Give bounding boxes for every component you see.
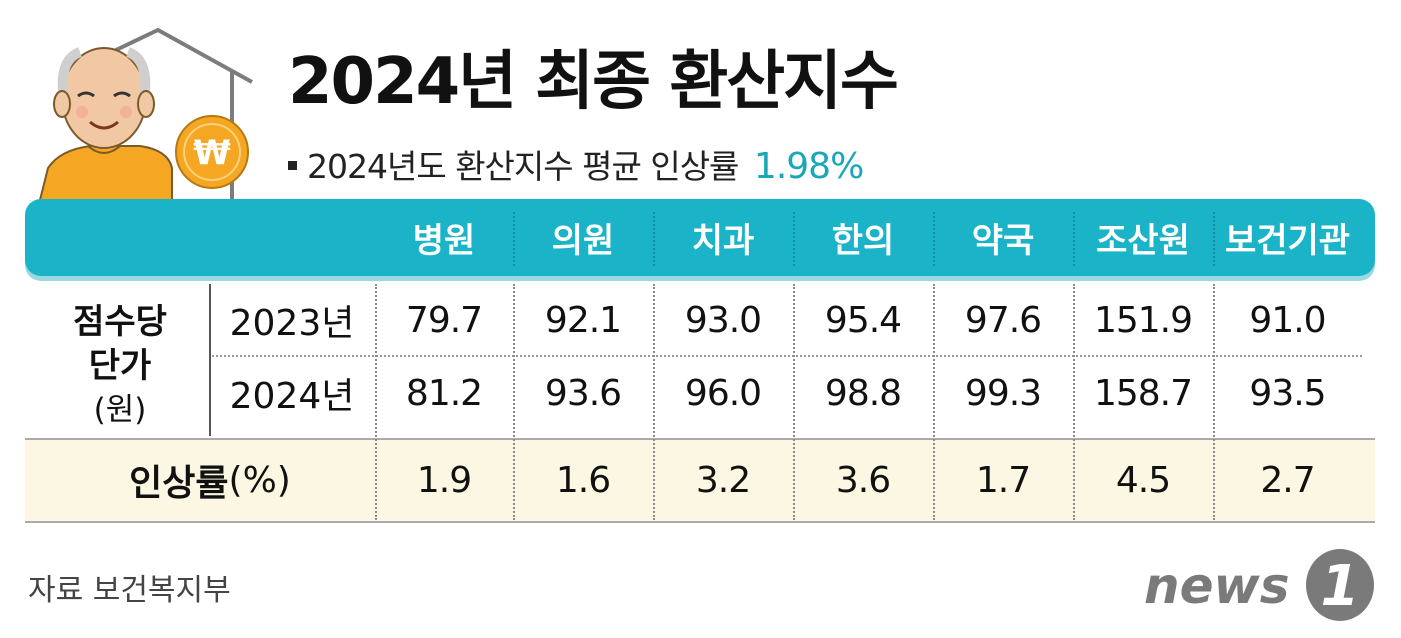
table-cell: 98.8 — [824, 372, 902, 414]
group-label-line2: 단가 — [88, 346, 152, 386]
table-cell: 91.0 — [1249, 299, 1326, 341]
logo-mark: 1 — [1306, 549, 1374, 621]
grandfather-icon — [38, 47, 173, 201]
svg-text:1: 1 — [1321, 554, 1360, 619]
column-divider — [1213, 284, 1215, 520]
table-cell: 96.0 — [684, 372, 762, 414]
table-cell: 93.6 — [544, 372, 622, 414]
column-divider — [653, 284, 655, 520]
row-divider — [25, 521, 1375, 523]
rate-row-label: 인상률 (%) — [40, 438, 380, 522]
table-cell: 97.6 — [964, 299, 1042, 341]
column-divider — [793, 212, 795, 266]
column-divider — [375, 284, 377, 520]
row-divider — [212, 355, 1362, 357]
page-title: 2024년 최종 환산지수 — [288, 45, 899, 119]
subtitle: 2024년도 환산지수 평균 인상률 1.98% — [288, 140, 864, 188]
logo-text: news — [1144, 557, 1289, 615]
table-cell: 158.7 — [1093, 372, 1193, 414]
rate-label-text: 인상률 — [129, 463, 229, 504]
row-label-divider — [209, 284, 211, 436]
column-header: 조산원 — [1096, 221, 1190, 261]
table-cell: 95.4 — [824, 299, 902, 341]
table-cell: 79.7 — [405, 299, 483, 341]
rate-label-unit: (%) — [228, 459, 291, 501]
column-header: 병원 — [412, 221, 476, 261]
table-cell: 151.9 — [1093, 299, 1193, 341]
column-header: 치과 — [691, 221, 755, 261]
column-divider — [933, 284, 935, 520]
row-divider — [25, 438, 1375, 440]
news1-logo: news 1 — [1144, 549, 1374, 621]
row-label: 2023년 — [229, 303, 355, 344]
column-divider — [1073, 284, 1075, 520]
table-header-bar — [25, 199, 1375, 276]
rate-cell: 1.9 — [416, 459, 472, 501]
rate-cell: 4.5 — [1115, 459, 1171, 501]
table-cell: 81.2 — [405, 372, 483, 414]
rate-cell: 1.6 — [555, 459, 611, 501]
average-rate-value: 1.98% — [753, 146, 864, 187]
grandfather-illustration: ₩ — [38, 27, 253, 201]
won-coin-icon: ₩ — [175, 115, 249, 189]
group-label-unit: (원) — [93, 392, 147, 428]
column-header: 보건기관 — [1224, 221, 1351, 261]
rate-cell: 1.7 — [975, 459, 1031, 501]
subtitle-text: 2024년도 환산지수 평균 인상률 — [307, 147, 739, 186]
unit-price-group-label: 점수당 단가 (원) — [40, 300, 200, 432]
column-divider — [793, 284, 795, 520]
column-divider — [653, 212, 655, 266]
rate-cell: 3.6 — [835, 459, 891, 501]
column-divider — [1213, 212, 1215, 266]
rate-cell: 2.7 — [1260, 459, 1315, 501]
table-cell: 93.5 — [1249, 372, 1326, 414]
column-header: 한의 — [831, 221, 895, 261]
bullet-icon — [288, 161, 297, 170]
rate-cell: 3.2 — [695, 459, 751, 501]
column-divider — [513, 284, 515, 520]
source-note: 자료 보건복지부 — [28, 573, 231, 608]
column-divider — [1073, 212, 1075, 266]
table-cell: 99.3 — [964, 372, 1042, 414]
rate-row-band — [25, 438, 1375, 522]
svg-text:₩: ₩ — [193, 133, 231, 173]
column-divider — [513, 212, 515, 266]
row-label: 2024년 — [229, 376, 355, 417]
table-cell: 93.0 — [684, 299, 762, 341]
group-label-line1: 점수당 — [73, 302, 167, 342]
column-header: 의원 — [551, 221, 615, 261]
column-divider — [933, 212, 935, 266]
column-header: 약국 — [971, 221, 1035, 261]
table-cell: 92.1 — [544, 299, 622, 341]
